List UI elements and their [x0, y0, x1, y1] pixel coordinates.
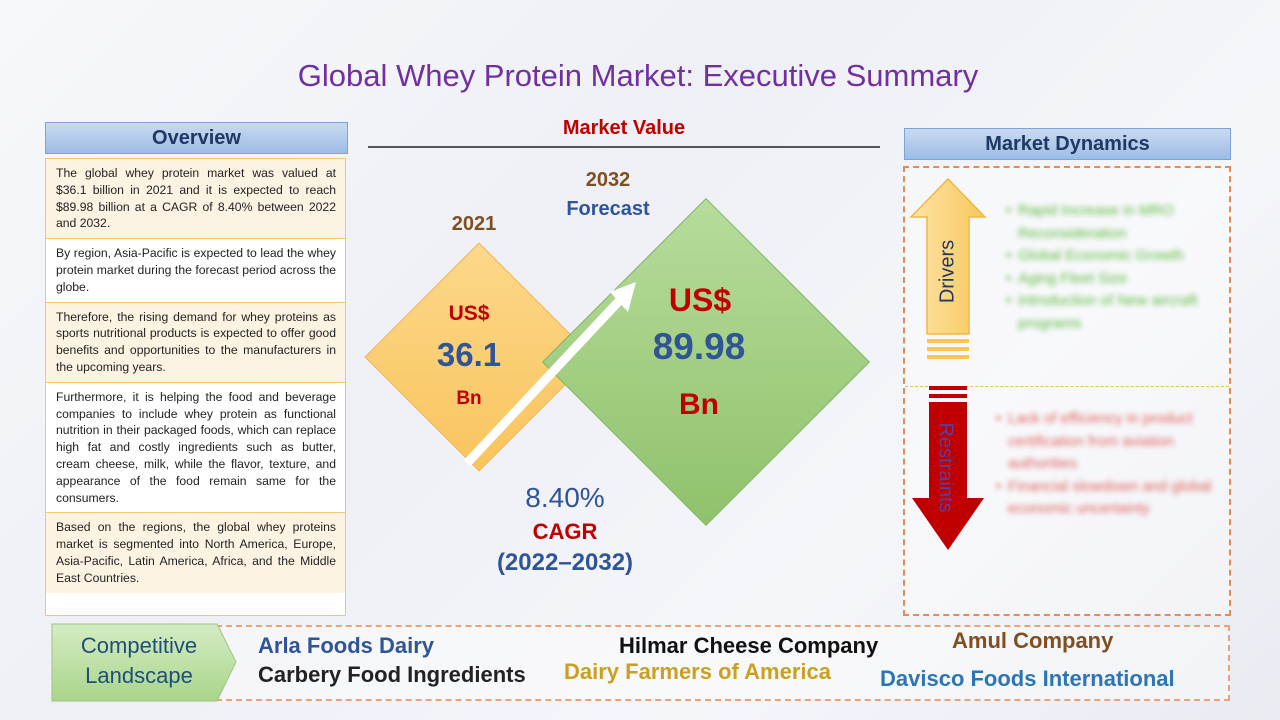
- overview-paragraph: Based on the regions, the global whey pr…: [46, 513, 345, 593]
- company-name: Hilmar Cheese Company: [619, 633, 879, 658]
- dynamics-divider: [905, 386, 1229, 387]
- driver-item: Rapid Increase in MRO Reconsideration: [1006, 200, 1216, 245]
- competitive-label-line2: Landscape: [85, 663, 193, 688]
- restraint-item: Financial slowdown and global economic u…: [996, 476, 1216, 521]
- overview-panel: The global whey protein market was value…: [45, 158, 346, 616]
- forecast-value: 89.98: [652, 326, 746, 367]
- drivers-up-arrow-icon: [909, 177, 987, 359]
- overview-paragraph: Furthermore, it is helping the food and …: [46, 383, 345, 514]
- overview-paragraph: The global whey protein market was value…: [46, 159, 345, 240]
- restraint-item: Lack of efficiency in product certificat…: [996, 408, 1216, 476]
- forecast-label: Forecast: [566, 198, 650, 220]
- driver-item: Global Economic Growth: [1006, 245, 1216, 268]
- market-value-divider: [368, 146, 880, 148]
- drivers-list: Rapid Increase in MRO Reconsideration Gl…: [1006, 200, 1216, 335]
- restraints-list: Lack of efficiency in product certificat…: [996, 408, 1216, 521]
- forecast-unit: Bn: [679, 388, 719, 421]
- forecast-currency: US$: [668, 282, 732, 318]
- forecast-year-label: 2032: [585, 169, 631, 191]
- drivers-label: Drivers: [936, 239, 959, 304]
- base-unit: Bn: [456, 388, 482, 409]
- cagr-label: CAGR: [532, 519, 598, 544]
- competitive-landscape-panel: [216, 625, 1230, 701]
- base-currency: US$: [448, 302, 490, 325]
- cagr-value: 8.40%: [525, 482, 605, 513]
- overview-paragraph: Therefore, the rising demand for whey pr…: [46, 302, 345, 383]
- growth-arrow-icon: [463, 282, 636, 467]
- base-value: 36.1: [436, 336, 502, 373]
- competitive-landscape-tag: [51, 623, 237, 702]
- competitive-label-line1: Competitive: [80, 633, 198, 658]
- base-year-label: 2021: [451, 213, 497, 235]
- overview-heading: Overview: [45, 122, 348, 154]
- competitive-landscape-label: Competitive Landscape: [51, 631, 227, 691]
- market-dynamics-heading: Market Dynamics: [904, 128, 1231, 160]
- company-name: Carbery Food Ingredients: [258, 662, 526, 687]
- company-name: Amul Company: [952, 628, 1114, 653]
- cagr-period: (2022–2032): [496, 549, 634, 576]
- market-value-heading: Market Value: [562, 117, 686, 139]
- page-title: Global Whey Protein Market: Executive Su…: [297, 58, 979, 93]
- restraints-down-arrow-icon: [912, 386, 984, 550]
- overview-paragraph: By region, Asia-Pacific is expected to l…: [46, 239, 345, 303]
- company-name: Arla Foods Dairy: [258, 633, 435, 658]
- restraints-label: Restraints: [934, 422, 957, 513]
- company-name: Dairy Farmers of America: [564, 659, 831, 684]
- company-name: Davisco Foods International: [880, 666, 1175, 691]
- driver-item: Aging Fleet Size: [1006, 268, 1216, 291]
- driver-item: Introduction of New aircraft programs: [1006, 290, 1216, 335]
